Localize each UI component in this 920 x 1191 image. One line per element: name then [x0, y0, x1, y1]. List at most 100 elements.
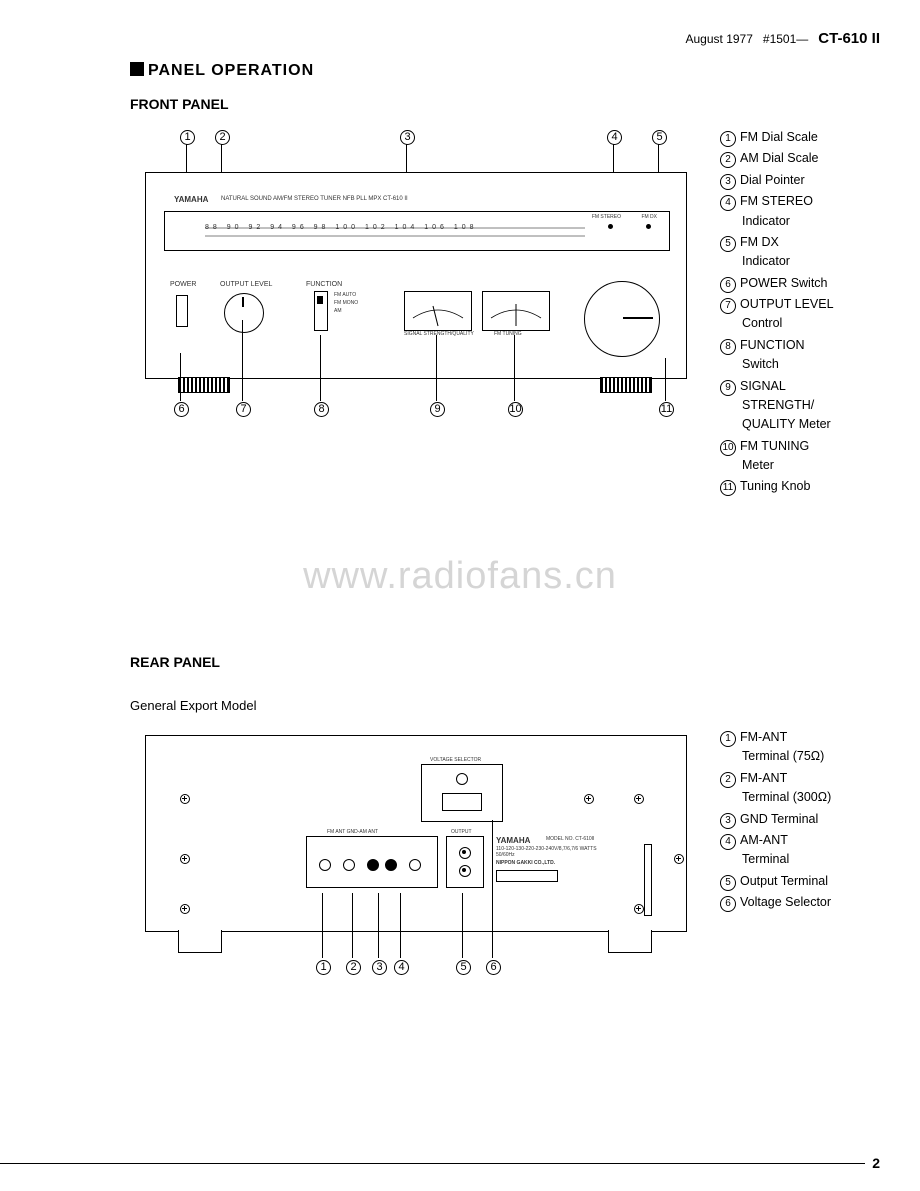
knob-indicator-icon	[242, 297, 244, 307]
rear-callout-5: 5	[456, 960, 471, 975]
legend-text: Tuning Knob	[740, 479, 810, 493]
legend-number-icon: 2	[720, 152, 736, 168]
legend-number-icon: 8	[720, 339, 736, 355]
subsection-rear-panel: REAR PANEL	[130, 654, 220, 670]
legend-item: 4FM STEREOIndicator	[720, 192, 895, 231]
legend-number-icon: 2	[720, 772, 736, 788]
leader	[352, 893, 353, 958]
legend-item: 5FM DXIndicator	[720, 233, 895, 272]
legend-line: 6POWER Switch	[720, 274, 895, 293]
rear-foot-left-icon	[178, 930, 222, 953]
legend-text: SIGNAL	[740, 379, 786, 393]
title-block-icon	[130, 62, 144, 76]
legend-item: 9SIGNALSTRENGTH/QUALITY Meter	[720, 377, 895, 435]
chassis-screw-icon	[180, 854, 190, 864]
output-terminal-block: OUTPUT	[446, 836, 484, 888]
legend-line: 3Dial Pointer	[720, 171, 895, 190]
legend-line: Terminal (300Ω)	[720, 788, 905, 807]
rear-brand: YAMAHA	[496, 836, 530, 845]
legend-line: 5Output Terminal	[720, 872, 905, 891]
output-jack-2-icon	[459, 865, 471, 877]
legend-number-icon: 7	[720, 298, 736, 314]
legend-item: 10FM TUNINGMeter	[720, 437, 895, 476]
doc-header: August 1977 #1501— CT-610 II	[686, 30, 881, 47]
legend-line: 11Tuning Knob	[720, 477, 895, 496]
function-options: FM AUTOFM MONOAM	[334, 291, 358, 315]
rear-legend: 1FM-ANTTerminal (75Ω)2FM-ANTTerminal (30…	[720, 728, 905, 914]
front-foot-left-icon	[178, 377, 230, 393]
front-legend: 1FM Dial Scale 2AM Dial Scale 3Dial Pointe…	[720, 128, 895, 499]
ant-label: FM ANT GND-AM ANT	[327, 829, 378, 835]
legend-line: Terminal (75Ω)	[720, 747, 905, 766]
rear-subtitle: General Export Model	[130, 698, 256, 713]
front-panel-diagram: YAMAHA NATURAL SOUND AM/FM STEREO TUNER …	[145, 172, 687, 379]
legend-line: 4AM-ANT	[720, 831, 905, 850]
legend-number-icon: 1	[720, 731, 736, 747]
leader	[436, 335, 437, 401]
legend-line: Switch	[720, 355, 895, 374]
voltage-selector-box: VOLTAGE SELECTOR	[421, 764, 503, 822]
function-slider-icon	[317, 296, 323, 304]
front-foot-right-icon	[600, 377, 652, 393]
subsection-front-panel: FRONT PANEL	[130, 96, 229, 112]
terminal-2-icon	[343, 859, 355, 871]
legend-line: 7OUTPUT LEVEL	[720, 295, 895, 314]
legend-text: Voltage Selector	[740, 895, 831, 909]
legend-item: 3GND Terminal	[720, 810, 905, 829]
legend-text: GND Terminal	[740, 812, 818, 826]
legend-line: STRENGTH/	[720, 396, 895, 415]
legend-line: 2FM-ANT	[720, 769, 905, 788]
meter2-label: FM TUNING	[494, 331, 522, 337]
legend-number-icon: 1	[720, 131, 736, 147]
legend-item: 1FM Dial Scale	[720, 128, 895, 147]
output-level-label: OUTPUT LEVEL	[220, 281, 272, 288]
title-main-text: PANEL OPERATION	[148, 62, 314, 79]
leader	[378, 893, 379, 958]
legend-line: Indicator	[720, 252, 895, 271]
leader	[492, 820, 493, 958]
legend-number-icon: 4	[720, 195, 736, 211]
tuning-knob-icon	[584, 281, 660, 357]
legend-line: Terminal	[720, 850, 905, 869]
dial-window: 88 90 92 94 96 98 100 102 104 106 108 FM…	[164, 211, 670, 251]
legend-item: 3Dial Pointer	[720, 171, 895, 190]
rear-panel-diagram: VOLTAGE SELECTOR FM ANT GND-AM ANT OUTPU…	[145, 735, 687, 932]
volt-screw-icon	[456, 773, 468, 785]
leader	[400, 893, 401, 958]
terminal-1-icon	[319, 859, 331, 871]
front-callout-5: 5	[652, 130, 667, 145]
power-label: POWER	[170, 281, 196, 288]
legend-number-icon: 6	[720, 277, 736, 293]
rear-callout-6: 6	[486, 960, 501, 975]
chassis-screw-icon	[634, 794, 644, 804]
legend-number-icon: 3	[720, 174, 736, 190]
antenna-terminal-block: FM ANT GND-AM ANT	[306, 836, 438, 888]
front-callout-8: 8	[314, 402, 329, 417]
rear-foot-right-icon	[608, 930, 652, 953]
legend-item: 6Voltage Selector	[720, 893, 905, 912]
rear-callout-3: 3	[372, 960, 387, 975]
legend-number-icon: 9	[720, 380, 736, 396]
legend-text: AM-ANT	[740, 833, 788, 847]
legend-number-icon: 5	[720, 236, 736, 252]
legend-line: 9 SIGNAL	[720, 377, 895, 396]
front-callout-11: 11	[659, 402, 674, 417]
rear-volt-text: 110-120-130-220-230-240V/8,7/6,7/6 WATTS…	[496, 846, 616, 858]
meter1-label: SIGNAL STRENGTH/QUALITY	[404, 331, 474, 337]
out-label: OUTPUT	[451, 829, 472, 835]
serial-box-icon	[496, 870, 558, 882]
leader	[322, 893, 323, 958]
front-callout-4: 4	[607, 130, 622, 145]
header-model: CT-610 II	[818, 30, 880, 47]
legend-item: 6POWER Switch	[720, 274, 895, 293]
header-ref: #1501—	[763, 32, 808, 46]
terminal-3-icon	[367, 859, 379, 871]
front-callout-9: 9	[430, 402, 445, 417]
legend-text: Output Terminal	[740, 874, 828, 888]
watermark: www.radiofans.cn	[0, 555, 920, 598]
legend-item: 2AM Dial Scale	[720, 149, 895, 168]
legend-line: 2AM Dial Scale	[720, 149, 895, 168]
rear-maker: NIPPON GAKKI CO.,LTD.	[496, 860, 555, 866]
front-callout-2: 2	[215, 130, 230, 145]
front-desc: NATURAL SOUND AM/FM STEREO TUNER NFB PLL…	[221, 196, 408, 202]
